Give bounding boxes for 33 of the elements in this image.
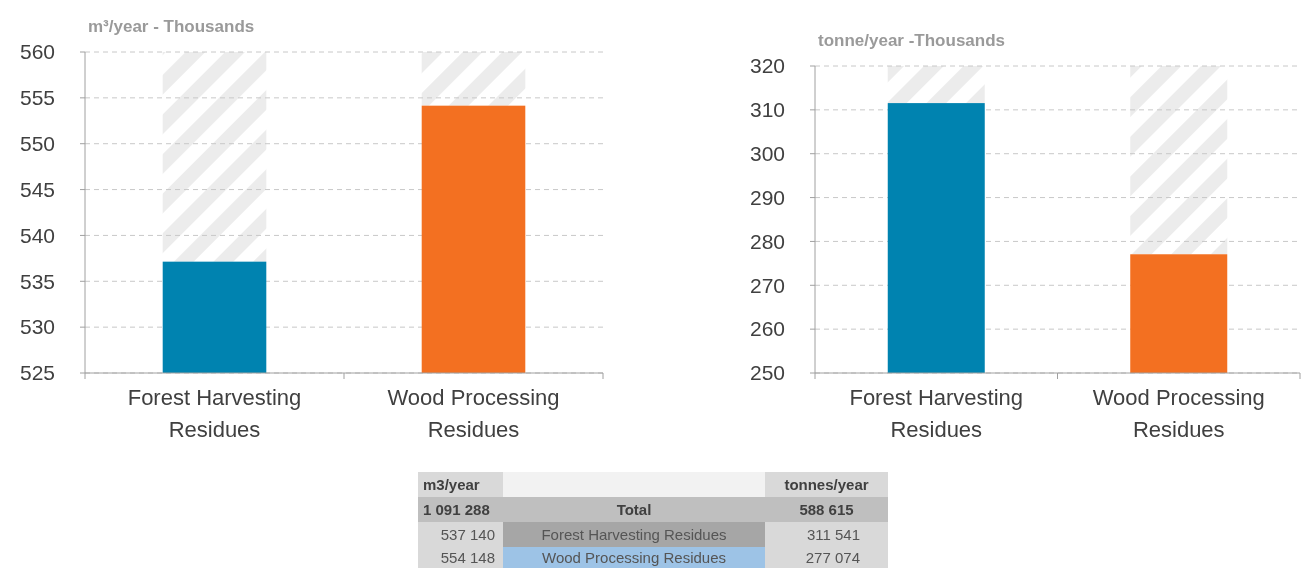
- y-tick-label: 300: [749, 142, 785, 166]
- y-tick-label: 290: [749, 185, 785, 209]
- x-tick-label: Forest Harvesting Residues: [849, 385, 1024, 442]
- y-tick-label: 540: [19, 223, 55, 247]
- text: 554 148: [440, 548, 495, 566]
- text: 1 091 288: [423, 500, 490, 518]
- y-tick-label: 550: [19, 132, 55, 156]
- y-tick-label: 530: [19, 315, 55, 339]
- y-tick-label: 535: [19, 269, 55, 293]
- text: m3/year: [423, 475, 480, 493]
- y-tick-label: 260: [749, 317, 785, 341]
- y-tick-label: 555: [19, 86, 55, 110]
- y-tick-label: 270: [749, 273, 785, 297]
- x-tick-label: Wood Processing Residues: [1092, 385, 1265, 442]
- text: Forest Harvesting Residues: [541, 525, 727, 543]
- text: 537 140: [440, 525, 495, 543]
- y-axis-title: m³/year - Thousands: [88, 17, 255, 36]
- text: tonnes/year: [784, 475, 869, 493]
- x-tick-label: Forest Harvesting Residues: [127, 385, 302, 442]
- y-axis-title: tonne/year -Thousands: [818, 31, 1006, 50]
- y-tick-label: 310: [749, 98, 785, 122]
- y-tick-label: 280: [749, 229, 785, 253]
- text: 311 541: [806, 525, 860, 543]
- y-tick-label: 545: [19, 177, 55, 201]
- y-tick-label: 320: [749, 54, 785, 78]
- y-tick-label: 525: [19, 361, 55, 385]
- x-tick-label: Wood Processing Residues: [387, 385, 560, 442]
- text: 588 615: [799, 500, 854, 518]
- text: Total: [616, 500, 652, 518]
- y-tick-label: 250: [749, 361, 785, 385]
- text: 277 074: [805, 548, 860, 566]
- y-tick-label: 560: [19, 40, 55, 64]
- text: Wood Processing Residues: [542, 548, 726, 566]
